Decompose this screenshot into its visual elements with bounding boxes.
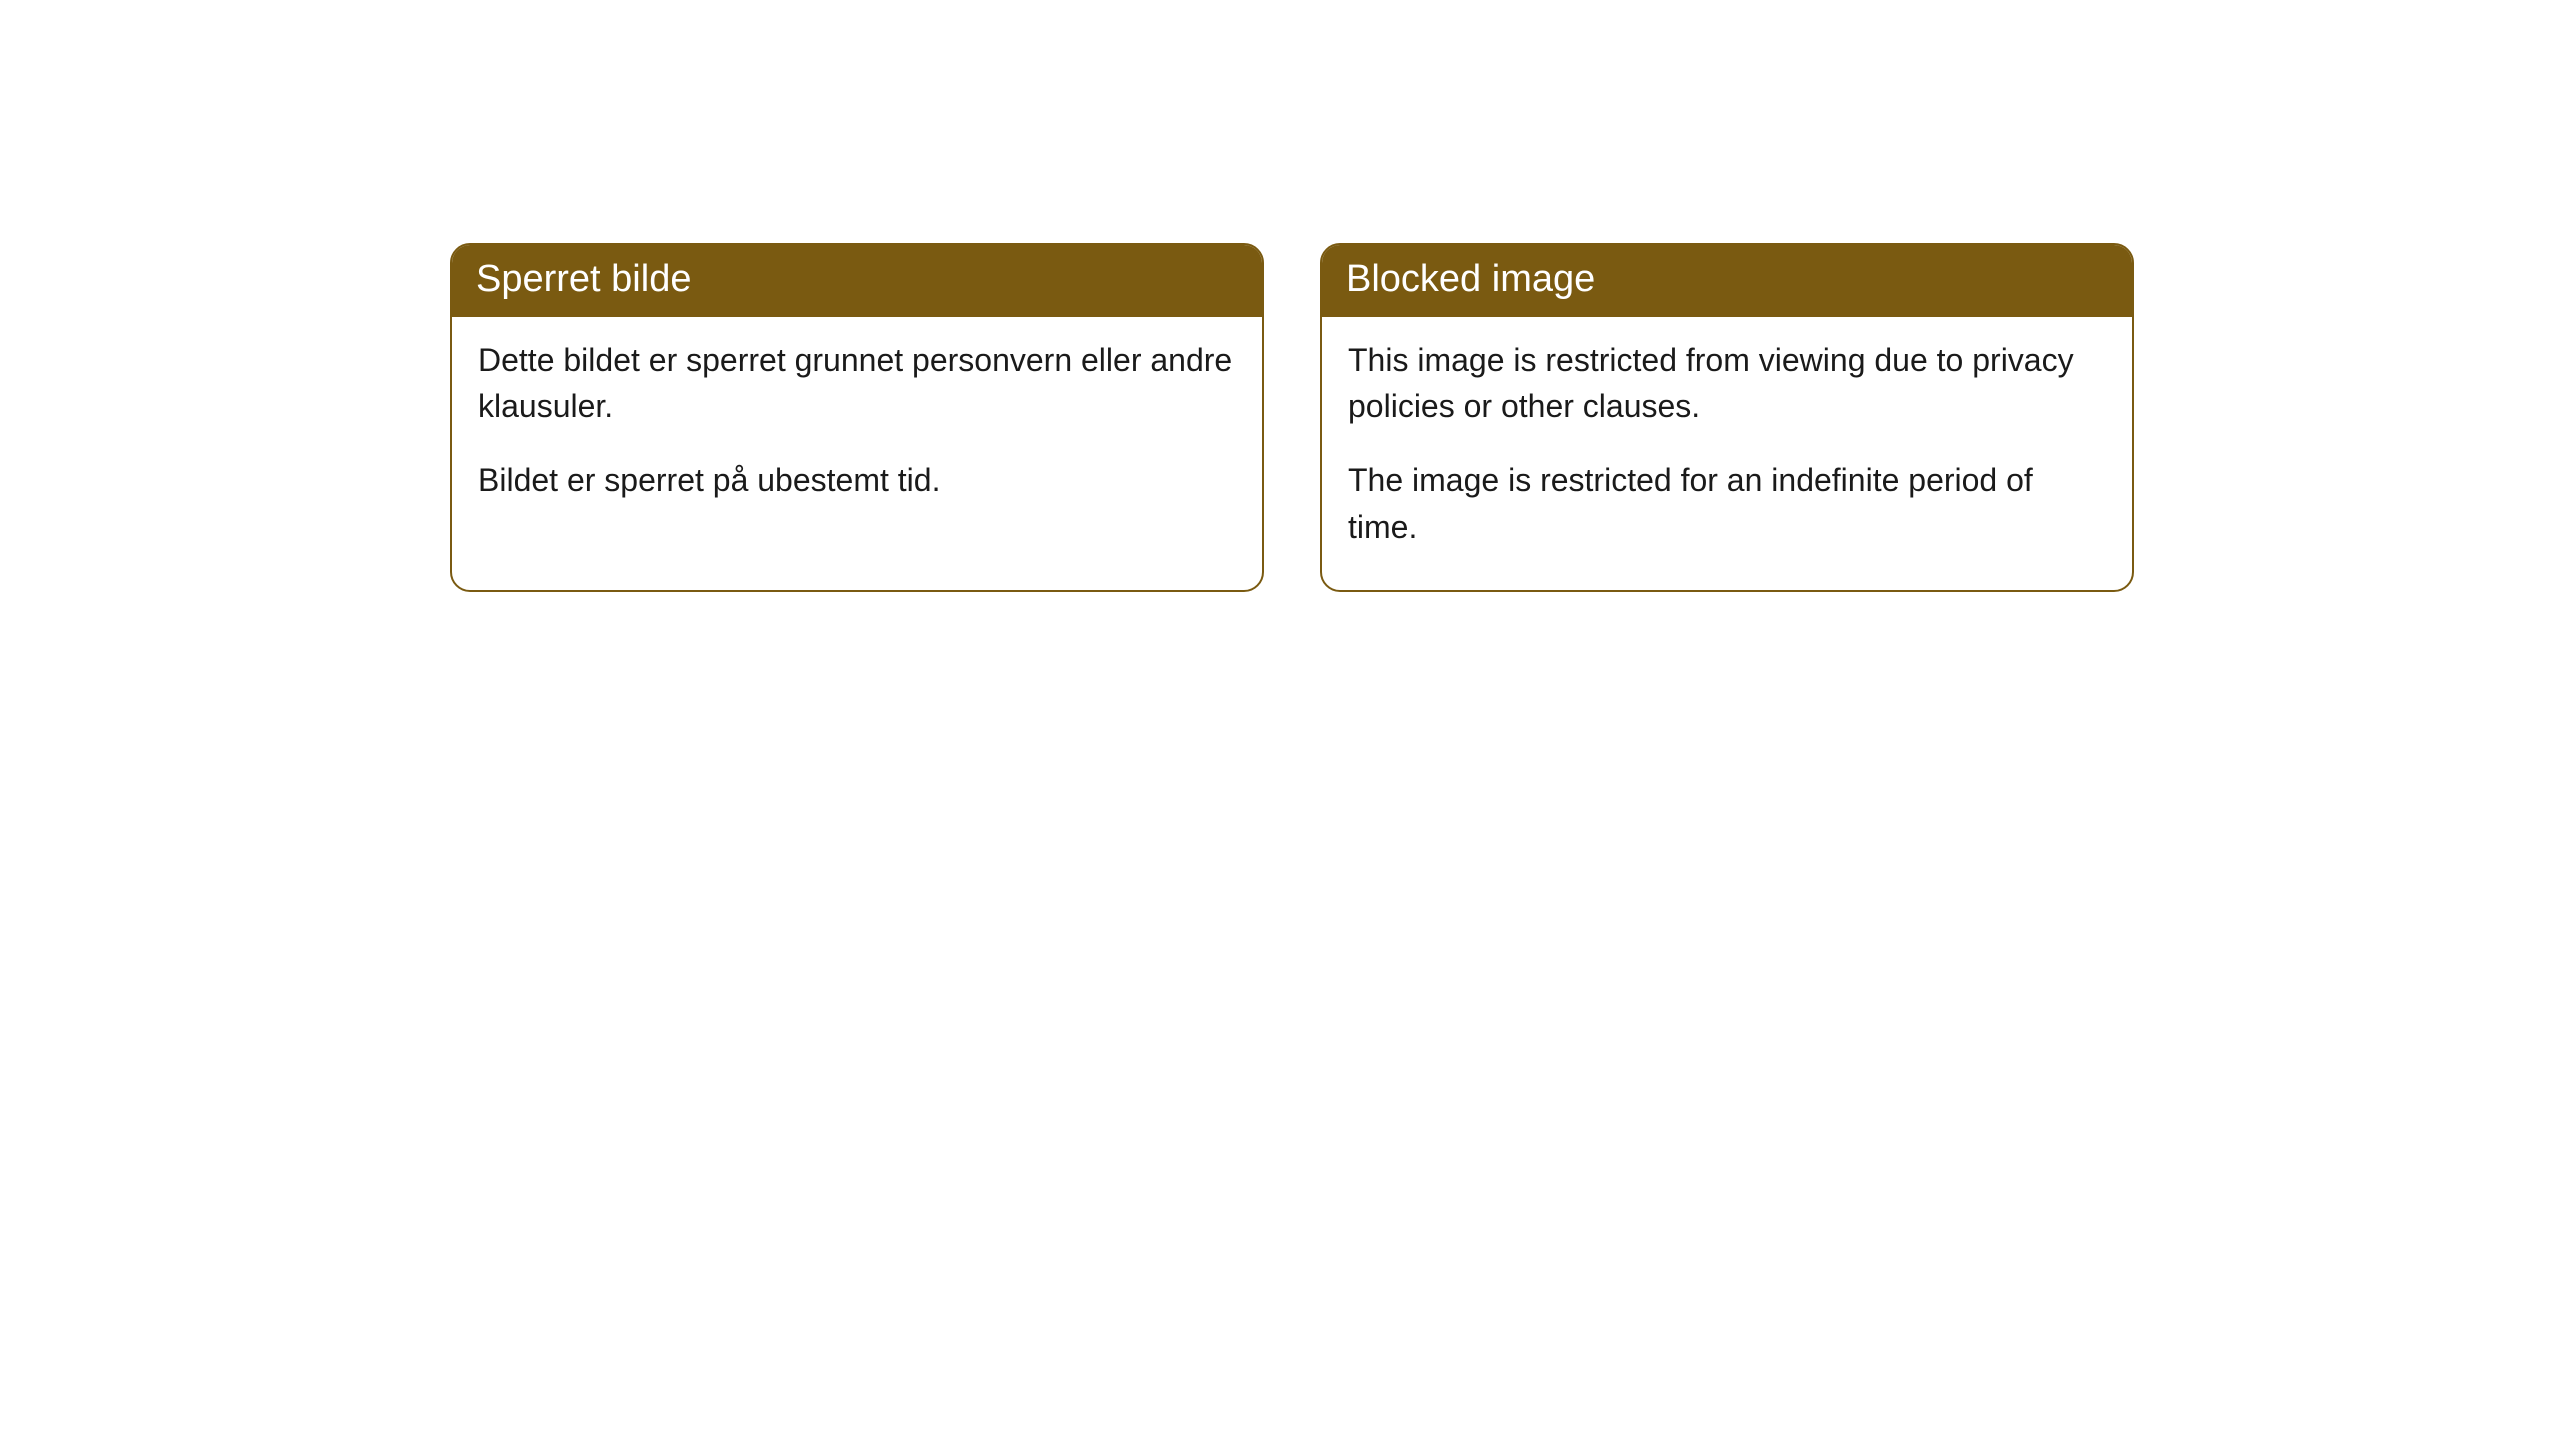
notice-card-english: Blocked image This image is restricted f… [1320, 243, 2134, 592]
card-body: This image is restricted from viewing du… [1322, 317, 2132, 591]
notice-card-norwegian: Sperret bilde Dette bildet er sperret gr… [450, 243, 1264, 592]
card-title: Blocked image [1346, 258, 1595, 300]
card-header: Blocked image [1322, 245, 2132, 317]
card-paragraph: Dette bildet er sperret grunnet personve… [478, 337, 1236, 430]
card-paragraph: Bildet er sperret på ubestemt tid. [478, 457, 1236, 503]
card-paragraph: The image is restricted for an indefinit… [1348, 457, 2106, 550]
card-body: Dette bildet er sperret grunnet personve… [452, 317, 1262, 544]
notice-container: Sperret bilde Dette bildet er sperret gr… [0, 0, 2560, 592]
card-title: Sperret bilde [476, 258, 691, 300]
card-paragraph: This image is restricted from viewing du… [1348, 337, 2106, 430]
card-header: Sperret bilde [452, 245, 1262, 317]
